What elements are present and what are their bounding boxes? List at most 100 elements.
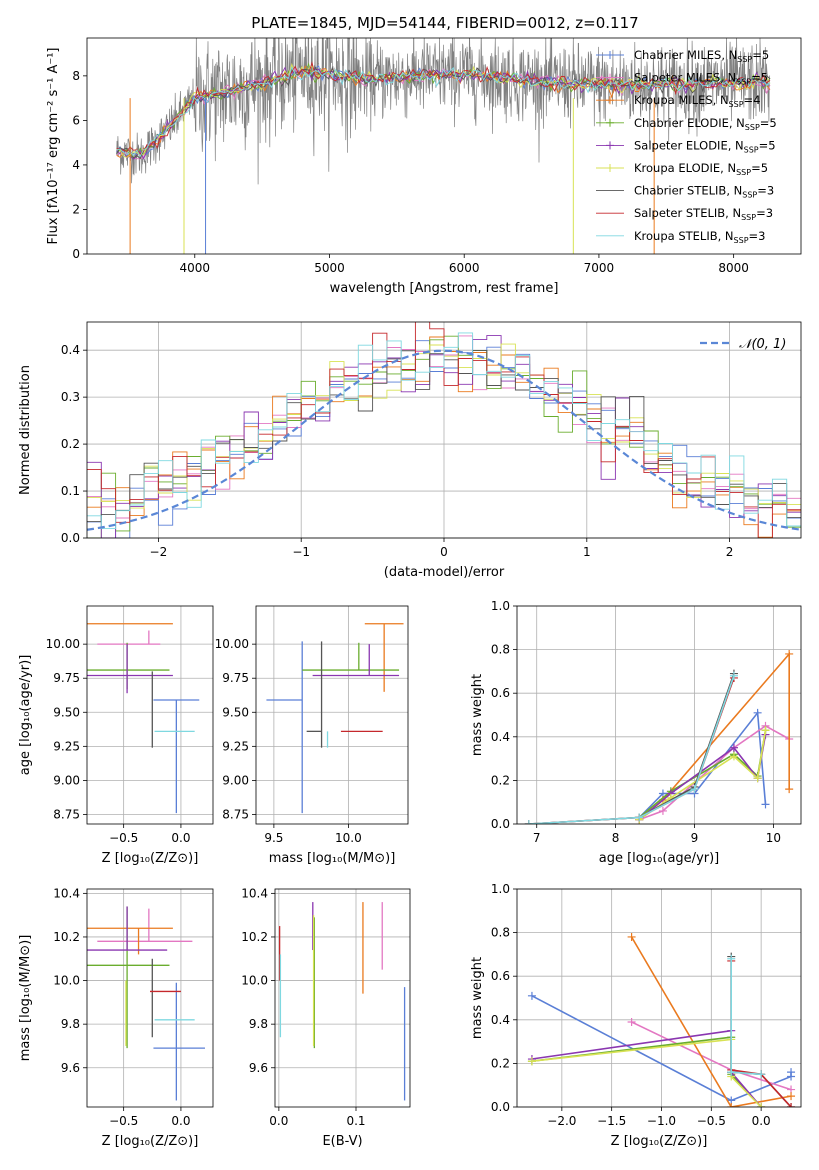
x-axis-label: age [log₁₀(age/yr)]: [599, 851, 720, 866]
weight-line: [528, 675, 735, 824]
weight-marker: [729, 752, 738, 761]
x-tick-label: 6000: [449, 261, 480, 275]
figure-title: PLATE=1845, MJD=54144, FIBERID=0012, z=0…: [251, 14, 638, 32]
plot-area: [266, 623, 404, 814]
x-tick-label: 9: [691, 831, 699, 845]
y-tick-label: 0.4: [491, 1013, 510, 1027]
weight-marker: [757, 1070, 766, 1079]
weight-line: [531, 1038, 762, 1107]
y-tick-label: 8.75: [222, 807, 249, 821]
axes-frame: [86, 321, 802, 539]
y-tick-label: 0.8: [491, 926, 510, 940]
x-tick-label: −0.5: [109, 1114, 138, 1128]
x-tick-label: −2.0: [547, 1114, 576, 1128]
y-tick-label: 0.2: [491, 773, 510, 787]
legend-label-sub: SSP: [737, 55, 752, 64]
weight-marker: [690, 785, 699, 794]
legend-label-name: Chabrier STELIB, N: [634, 184, 742, 198]
legend-label-sub: SSP: [741, 213, 756, 222]
legend-marker: [606, 96, 614, 105]
model-spectrum: [116, 66, 771, 158]
weight-line: [528, 673, 735, 824]
x-tick-label: 0: [440, 545, 448, 559]
weight-marker: [727, 1068, 736, 1077]
x-axis-label: wavelength [Angstrom, rest frame]: [330, 281, 559, 296]
x-axis-label: (data-model)/error: [384, 565, 505, 580]
y-tick-label: 9.75: [53, 671, 80, 685]
weight-marker: [635, 813, 644, 822]
weight-marker: [729, 671, 738, 680]
y-tick-label: 8: [72, 69, 80, 83]
y-tick-label: 0.6: [491, 969, 510, 983]
legend-label-sub: SSP: [734, 236, 749, 245]
y-tick-label: 9.25: [53, 739, 80, 753]
y-tick-label: 4: [72, 158, 80, 172]
axes-frame: [255, 605, 409, 825]
plot-area: [116, 38, 771, 254]
x-tick-label: 1: [583, 545, 591, 559]
panel-weight-vs-age: 7 8 9 10 0.0 0.2 0.4 0.6 0.8 1.0 age [log₁₀(age/yr…: [470, 599, 802, 866]
legend-label-name: Kroupa MILES, N: [634, 93, 729, 107]
legend-marker: [606, 118, 614, 127]
weight-marker: [527, 1057, 536, 1066]
y-tick-label: 10.2: [241, 930, 268, 944]
weight-marker: [785, 785, 794, 794]
weight-marker: [658, 806, 667, 815]
y-tick-label: 10.2: [53, 930, 80, 944]
axes-frame: [516, 888, 802, 1108]
legend-label-name: Salpeter MILES, N: [634, 71, 736, 85]
weight-marker: [727, 954, 736, 963]
y-tick-label: 0.0: [61, 531, 80, 545]
x-tick-label: 0.0: [269, 1114, 288, 1128]
legend-label-sub: SSP: [729, 100, 744, 109]
legend-label-name: Chabrier ELODIE, N: [634, 116, 745, 130]
x-tick-label: 0.0: [171, 1114, 190, 1128]
y-axis-label: mass [log₁₀(M/M⊙)]: [18, 935, 33, 1062]
weight-marker: [787, 1103, 796, 1107]
weight-marker: [753, 774, 762, 783]
y-tick-label: 9.8: [61, 1017, 80, 1031]
weight-line: [531, 1029, 762, 1107]
y-tick-label: 10.00: [215, 637, 249, 651]
x-tick-label: 10: [766, 831, 781, 845]
legend-label: 𝒩(0, 1): [739, 337, 786, 352]
y-tick-label: 9.75: [222, 671, 249, 685]
legend-label-suffix: =5: [760, 116, 777, 130]
legend-label-suffix: =3: [757, 184, 774, 198]
weight-marker: [761, 800, 770, 809]
legend-label: Chabrier ELODIE, NSSP=5: [634, 116, 777, 132]
x-tick-label: 7: [533, 831, 541, 845]
x-tick-label: 0.1: [346, 1114, 365, 1128]
y-tick-label: 9.6: [249, 1061, 268, 1075]
y-axis-label: mass weight: [470, 674, 485, 756]
legend-label: Kroupa ELODIE, NSSP=5: [634, 161, 768, 177]
y-tick-label: 9.00: [222, 773, 249, 787]
axes-frame: [274, 888, 411, 1108]
legend-label: Chabrier MILES, NSSP=5: [634, 48, 769, 64]
legend-label-suffix: =5: [751, 161, 768, 175]
y-tick-label: 10.0: [241, 974, 268, 988]
weight-marker: [727, 1103, 736, 1107]
panel-age-vs-Z: −0.5 0.0 8.75 9.00 9.25 9.50 9.75 10.00 Z [log₁₀…: [18, 605, 214, 866]
weight-line: [630, 936, 792, 1107]
legend-marker: [606, 164, 614, 172]
legend-label: Kroupa MILES, NSSP=4: [634, 93, 760, 109]
x-tick-label: 5000: [314, 261, 345, 275]
x-tick-label: 4000: [180, 261, 211, 275]
model-spectrum: [116, 61, 771, 155]
plot-area: [87, 623, 200, 814]
y-axis-label: age [log₁₀(age/yr)]: [18, 655, 33, 776]
weight-marker: [757, 1103, 766, 1107]
legend-label-name: Salpeter ELODIE, N: [634, 138, 744, 152]
model-spectrum: [116, 66, 771, 160]
weight-marker: [785, 649, 794, 658]
weight-line: [528, 677, 735, 824]
normal-curve: [87, 349, 801, 531]
y-tick-label: 0.6: [491, 686, 510, 700]
y-tick-label: 10.00: [46, 637, 80, 651]
legend-marker: [606, 141, 614, 150]
x-tick-label: 8: [612, 831, 620, 845]
y-tick-label: 9.50: [53, 705, 80, 719]
weight-marker: [627, 932, 636, 941]
legend-label-sub: SSP: [744, 145, 759, 154]
